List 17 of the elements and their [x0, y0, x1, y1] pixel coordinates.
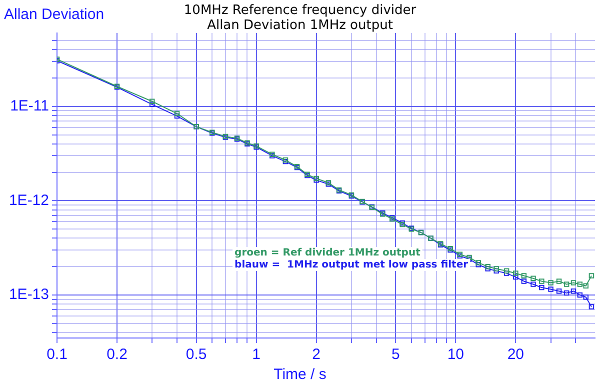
- chart-title: 10MHz Reference frequency divider: [184, 3, 416, 18]
- x-tick-label: 1: [252, 346, 261, 364]
- chart-subtitle: Allan Deviation 1MHz output: [207, 18, 393, 33]
- x-tick-label: 5: [391, 346, 400, 364]
- y-tick-label: 1E-11: [10, 98, 49, 115]
- x-axis-title: Time / s: [272, 366, 328, 383]
- y-axis-title: Allan Deviation: [4, 6, 104, 23]
- x-tick-label: 20: [507, 346, 524, 364]
- x-tick-label: 0.2: [106, 346, 128, 364]
- y-tick-label: 1E-12: [8, 192, 49, 209]
- series-label: blauw = 1MHz output met low pass filter: [234, 260, 468, 271]
- x-tick-label: 0.5: [186, 346, 207, 364]
- x-tick-label: 0.1: [46, 346, 68, 364]
- series-label: groen = Ref divider 1MHz output: [234, 248, 421, 259]
- x-tick-label: 10: [447, 346, 464, 364]
- x-tick-label: 2: [312, 346, 321, 364]
- y-tick-label: 1E-13: [8, 286, 49, 304]
